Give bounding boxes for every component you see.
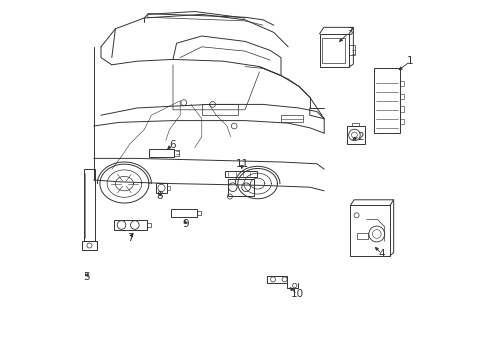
Bar [148,149,174,157]
Bar [267,276,288,283]
Text: 2: 2 [357,132,364,142]
Bar [202,104,238,115]
Text: 11: 11 [236,159,249,169]
Text: 10: 10 [291,289,304,300]
Bar [225,171,257,177]
Bar [374,68,400,133]
Text: 5: 5 [83,272,90,282]
Bar [352,123,360,126]
Bar [322,38,345,63]
Bar [147,223,151,227]
Bar [114,220,147,230]
Bar [319,34,349,67]
Bar [167,186,171,190]
Text: 1: 1 [407,56,414,66]
Bar [400,119,404,124]
Bar [174,150,179,156]
Bar [281,115,303,122]
Bar [156,183,167,193]
Text: 7: 7 [127,233,134,243]
Text: 8: 8 [156,191,163,201]
Text: 3: 3 [346,27,353,37]
Bar [357,233,368,239]
Bar [197,211,201,215]
Text: 6: 6 [169,140,175,150]
Bar [400,94,404,99]
Bar [171,209,197,217]
Bar [82,241,97,250]
Bar [349,45,355,55]
Bar [228,179,254,196]
Bar [400,106,404,112]
Bar [400,81,404,86]
Text: 9: 9 [182,219,189,229]
Text: 4: 4 [378,249,385,259]
Bar [350,205,390,256]
Bar [347,126,365,144]
Bar [84,169,95,241]
